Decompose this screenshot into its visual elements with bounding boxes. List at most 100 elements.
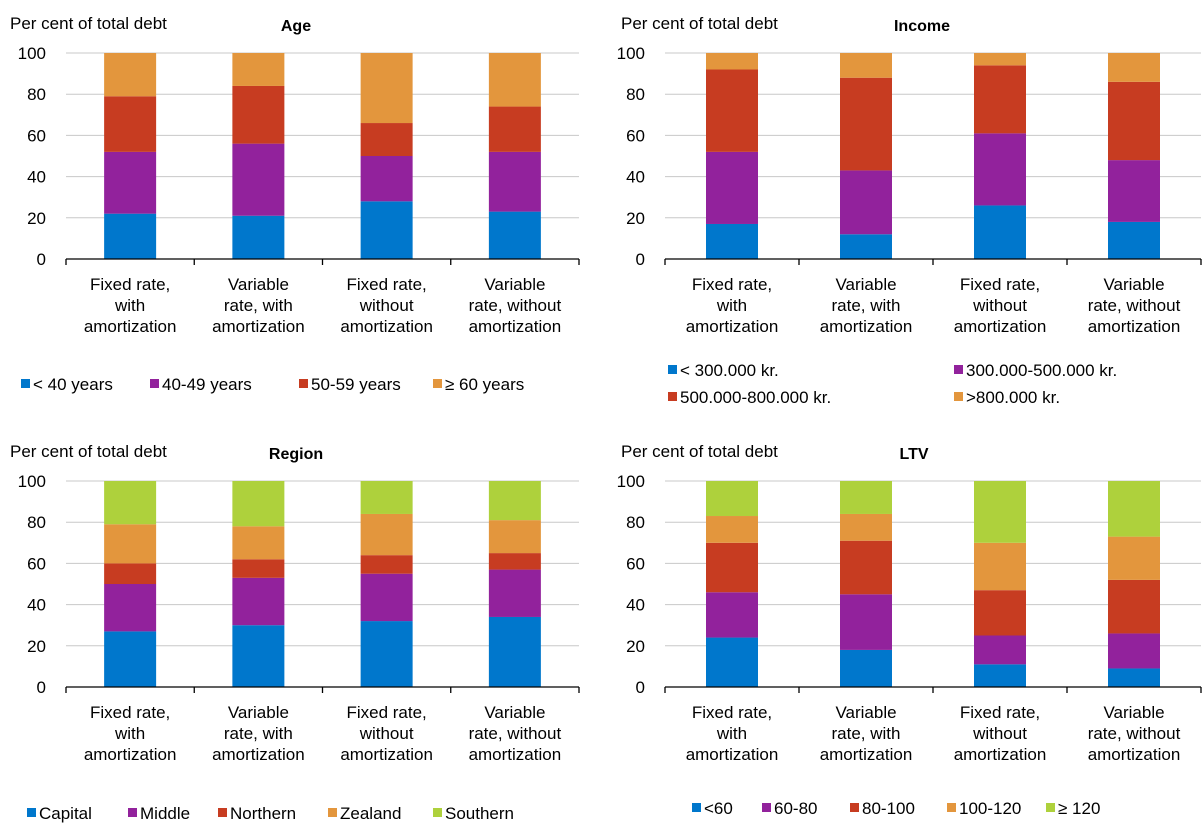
x-tick-label: Variable rate, with amortization <box>212 703 305 764</box>
legend-label-300-000-500-000-kr: 300.000-500.000 kr. <box>966 361 1117 380</box>
y-tick-label: 0 <box>37 250 46 269</box>
y-tick-label: 0 <box>636 250 645 269</box>
y-axis-title: Per cent of total debt <box>621 442 778 461</box>
legend-swatch-100-120 <box>947 803 956 812</box>
y-tick-label: 80 <box>626 513 645 532</box>
bar-300-000-kr-1 <box>706 223 758 259</box>
y-tick-label: 60 <box>626 554 645 573</box>
y-tick-label: 100 <box>18 44 46 63</box>
bar-zealand-4 <box>488 520 541 554</box>
bar-60-years-3 <box>360 53 413 124</box>
y-tick-label: 80 <box>626 85 645 104</box>
bar-100-120-3 <box>974 542 1026 591</box>
y-tick-label: 40 <box>27 596 46 615</box>
bar-80-100-4 <box>1108 579 1160 634</box>
legend-label-60: <60 <box>704 799 733 818</box>
x-tick-label: Fixed rate, with amortization <box>84 703 177 764</box>
y-tick-label: 60 <box>27 126 46 145</box>
y-tick-label: 0 <box>37 678 46 697</box>
bar-300-000-500-000-kr-3 <box>974 133 1026 206</box>
bar-40-years-4 <box>488 211 541 259</box>
y-tick-label: 40 <box>626 168 645 187</box>
legend-label-300-000-kr: < 300.000 kr. <box>680 361 779 380</box>
chart-region: Per cent of total debt Region 0 20 40 60 80 100… <box>10 442 580 823</box>
bar-300-000-kr-4 <box>1108 221 1160 259</box>
chart-ltv: Per cent of total debt LTV 0 20 40 60 80 100 Fix… <box>617 442 1202 818</box>
y-tick-label: 40 <box>27 168 46 187</box>
bar-60-80-4 <box>1108 633 1160 669</box>
chart-title: Age <box>281 18 311 35</box>
bar-800-000-kr-2 <box>840 53 892 78</box>
legend-label-40-years: < 40 years <box>33 375 113 394</box>
bar-40-49-years-3 <box>360 156 413 202</box>
bar-middle-4 <box>488 569 541 617</box>
bar-40-49-years-1 <box>104 151 157 214</box>
y-tick-label: 60 <box>626 126 645 145</box>
bar-40-years-3 <box>360 201 413 259</box>
y-tick-label: 60 <box>27 554 46 573</box>
bar-capital-4 <box>488 616 541 687</box>
bar-120-3 <box>974 481 1026 543</box>
y-tick-label: 20 <box>27 637 46 656</box>
bar-60-1 <box>706 637 758 687</box>
x-tick-label: Variable rate, without amortization <box>469 703 562 764</box>
legend-label-100-120: 100-120 <box>959 799 1021 818</box>
legend-swatch-northern <box>218 808 227 817</box>
legend-label-northern: Northern <box>230 804 296 823</box>
legend-swatch-60-years <box>433 379 442 388</box>
bar-100-120-4 <box>1108 536 1160 580</box>
bar-southern-2 <box>232 481 285 527</box>
bar-120-2 <box>840 481 892 514</box>
bar-zealand-3 <box>360 513 413 556</box>
x-tick-label: Fixed rate, without amortization <box>954 703 1047 764</box>
bar-zealand-2 <box>232 526 285 560</box>
bar-50-59-years-2 <box>232 85 285 144</box>
bar-60-2 <box>840 649 892 687</box>
bar-northern-4 <box>488 553 541 570</box>
y-tick-label: 80 <box>27 513 46 532</box>
y-tick-label: 40 <box>626 596 645 615</box>
y-tick-label: 20 <box>27 209 46 228</box>
legend-label-southern: Southern <box>445 804 514 823</box>
bar-300-000-500-000-kr-1 <box>706 151 758 224</box>
bar-80-100-2 <box>840 540 892 595</box>
bar-800-000-kr-4 <box>1108 53 1160 82</box>
bar-500-000-800-000-kr-1 <box>706 69 758 152</box>
x-tick-label: Fixed rate, with amortization <box>686 703 779 764</box>
bar-500-000-800-000-kr-2 <box>840 77 892 171</box>
bar-500-000-800-000-kr-3 <box>974 65 1026 134</box>
bar-80-100-3 <box>974 590 1026 636</box>
bar-middle-2 <box>232 577 285 626</box>
bar-southern-4 <box>488 481 541 521</box>
legend-swatch-500-000-800-000-kr <box>668 392 677 401</box>
x-tick-label: Fixed rate, without amortization <box>340 275 433 336</box>
x-tick-label: Fixed rate, with amortization <box>686 275 779 336</box>
y-axis-title: Per cent of total debt <box>10 14 167 33</box>
legend-label-zealand: Zealand <box>340 804 401 823</box>
x-tick-label: Variable rate, with amortization <box>212 275 305 336</box>
legend-label-500-000-800-000-kr: 500.000-800.000 kr. <box>680 388 831 407</box>
chart-title: Region <box>269 446 323 463</box>
bar-60-3 <box>974 664 1026 687</box>
bar-zealand-1 <box>104 524 157 564</box>
legend-swatch-40-years <box>21 379 30 388</box>
y-axis-title: Per cent of total debt <box>621 14 778 33</box>
legend-label-middle: Middle <box>140 804 190 823</box>
bar-120-1 <box>706 481 758 517</box>
bar-800-000-kr-3 <box>974 53 1026 66</box>
legend-label-800-000-kr: >800.000 kr. <box>966 388 1060 407</box>
bar-50-59-years-4 <box>488 106 541 152</box>
bar-300-000-500-000-kr-2 <box>840 170 892 235</box>
bar-60-4 <box>1108 668 1160 687</box>
legend-label-60-years: ≥ 60 years <box>445 375 524 394</box>
legend-label-50-59-years: 50-59 years <box>311 375 401 394</box>
x-tick-label: Fixed rate, without amortization <box>340 703 433 764</box>
legend-swatch-50-59-years <box>299 379 308 388</box>
bar-southern-3 <box>360 481 413 514</box>
bar-80-100-1 <box>706 542 758 593</box>
bar-50-59-years-3 <box>360 123 413 156</box>
chart-age: Per cent of total debt Age 0 20 40 60 80 100 Fix… <box>10 14 580 394</box>
bar-capital-2 <box>232 625 285 687</box>
y-tick-label: 20 <box>626 209 645 228</box>
legend-swatch-800-000-kr <box>954 392 963 401</box>
